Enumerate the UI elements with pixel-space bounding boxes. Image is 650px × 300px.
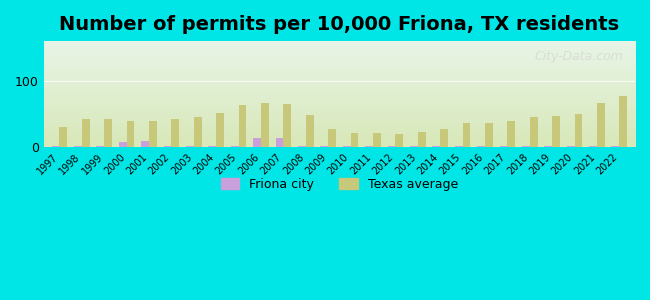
Bar [328, 129, 336, 147]
Bar [96, 146, 104, 147]
Bar [432, 146, 440, 147]
Bar [373, 133, 381, 147]
Bar [306, 115, 313, 147]
Bar [552, 116, 560, 147]
Bar [575, 114, 582, 147]
Bar [149, 121, 157, 147]
Bar [51, 146, 59, 147]
Bar [186, 146, 194, 147]
Bar [231, 146, 239, 147]
Bar [141, 141, 149, 147]
Bar [410, 146, 418, 147]
Bar [209, 146, 216, 147]
Bar [276, 138, 283, 147]
Bar [619, 96, 627, 147]
Bar [283, 104, 291, 147]
Legend: Friona city, Texas average: Friona city, Texas average [216, 173, 463, 196]
Bar [365, 146, 373, 147]
Bar [522, 146, 530, 147]
Bar [418, 132, 426, 147]
Bar [544, 146, 552, 147]
Bar [455, 146, 463, 147]
Bar [440, 129, 448, 147]
Bar [530, 117, 538, 147]
Bar [239, 105, 246, 147]
Bar [127, 121, 135, 147]
Bar [298, 146, 305, 147]
Title: Number of permits per 10,000 Friona, TX residents: Number of permits per 10,000 Friona, TX … [59, 15, 619, 34]
Bar [597, 103, 604, 147]
Bar [104, 119, 112, 147]
Bar [172, 119, 179, 147]
Bar [589, 146, 597, 147]
Bar [508, 121, 515, 147]
Bar [395, 134, 403, 147]
Bar [320, 146, 328, 147]
Bar [499, 146, 508, 147]
Bar [216, 113, 224, 147]
Bar [343, 146, 350, 147]
Bar [350, 133, 358, 147]
Bar [387, 146, 395, 147]
Bar [463, 123, 471, 147]
Bar [485, 123, 493, 147]
Bar [119, 142, 127, 147]
Text: City-Data.com: City-Data.com [534, 50, 623, 63]
Bar [59, 127, 67, 147]
Bar [82, 118, 90, 147]
Bar [194, 117, 202, 147]
Bar [74, 146, 82, 147]
Bar [253, 138, 261, 147]
Bar [164, 146, 172, 147]
Bar [567, 146, 575, 147]
Bar [261, 103, 269, 147]
Bar [477, 146, 485, 147]
Bar [612, 146, 619, 147]
